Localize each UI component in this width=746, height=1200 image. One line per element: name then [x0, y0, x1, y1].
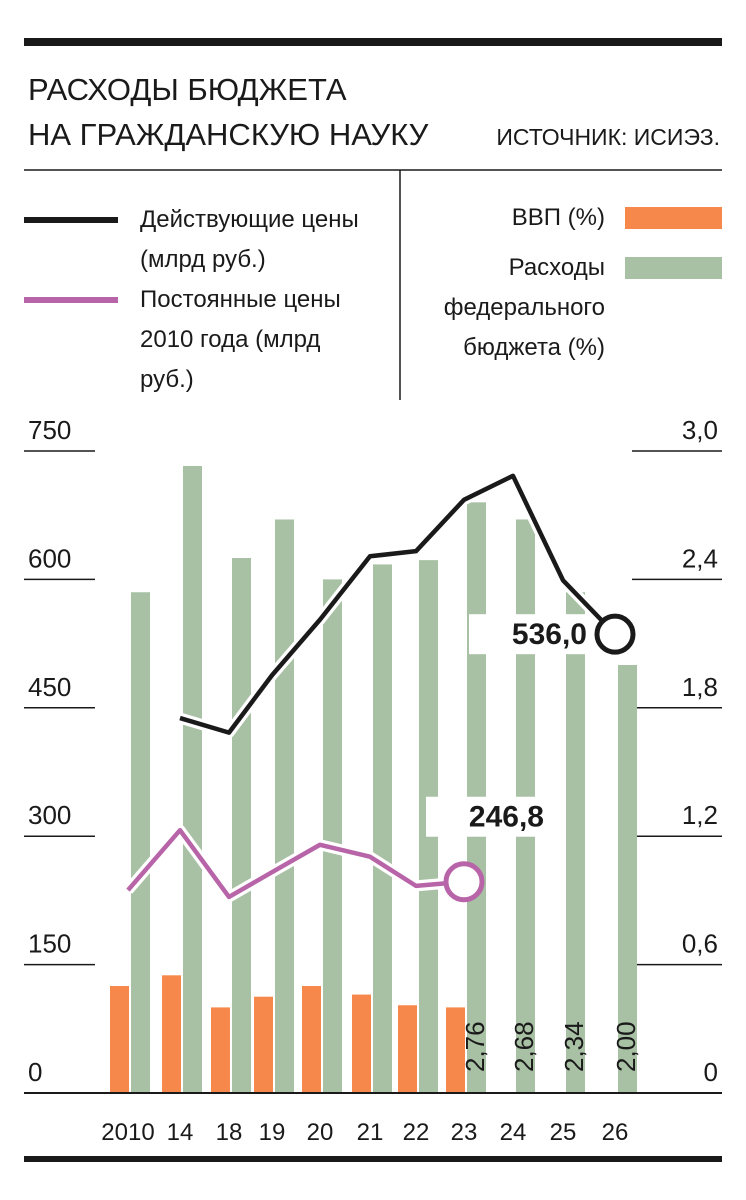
bar — [131, 592, 150, 1093]
value-label: 2,00 — [611, 1021, 641, 1072]
y2-tick-label: 1,2 — [682, 800, 718, 830]
x-tick-label: 20 — [307, 1119, 334, 1146]
y2-tick-label: 3,0 — [682, 415, 718, 445]
bar — [302, 986, 321, 1093]
y2-tick-label: 0,6 — [682, 929, 718, 959]
bar — [275, 519, 294, 1093]
line — [179, 473, 617, 735]
y2-tick-label: 1,8 — [682, 672, 718, 702]
x-tick-label: 22 — [403, 1119, 430, 1146]
end-marker — [594, 613, 636, 655]
x-tick-label: 19 — [259, 1119, 286, 1146]
y-tick-label: 750 — [28, 415, 71, 445]
bar — [254, 996, 273, 1093]
line — [126, 827, 465, 900]
bar — [352, 994, 371, 1093]
y-tick-label: 600 — [28, 543, 71, 573]
bar — [183, 465, 202, 1094]
x-tick-label: 23 — [451, 1119, 478, 1146]
value-label: 2,76 — [460, 1021, 490, 1072]
x-tick-label: 24 — [500, 1119, 527, 1146]
y2-tick-label: 0 — [704, 1057, 718, 1087]
bar — [232, 558, 251, 1093]
top-rule — [24, 38, 722, 46]
y2-tick-label: 2,4 — [682, 543, 718, 573]
label-bg — [426, 796, 548, 837]
chart-title: РАСХОДЫ БЮДЖЕТА — [28, 72, 347, 107]
legend-swatch — [625, 257, 722, 279]
y-tick-label: 450 — [28, 672, 71, 702]
bar — [323, 579, 342, 1093]
chart-title: НА ГРАЖДАНСКУЮ НАУКУ — [28, 117, 429, 152]
x-tick-label: 14 — [167, 1119, 194, 1146]
bottom-rule — [24, 1156, 722, 1162]
label-bg — [469, 614, 591, 655]
bar — [162, 975, 181, 1093]
value-label: 536,0 — [512, 618, 587, 651]
value-label: 2,34 — [559, 1021, 589, 1072]
legend-label: Расходы федерального бюджета (%) — [443, 254, 605, 361]
value-label: 2,68 — [509, 1021, 539, 1072]
bar — [110, 986, 129, 1093]
y-tick-label: 0 — [28, 1057, 42, 1087]
y-tick-label: 300 — [28, 800, 71, 830]
bar — [211, 1007, 230, 1093]
x-tick-label: 26 — [602, 1119, 629, 1146]
legend-label: ВВП (%) — [511, 204, 605, 231]
x-tick-label: 25 — [550, 1119, 577, 1146]
bar — [566, 592, 585, 1093]
x-tick-label: 18 — [216, 1119, 243, 1146]
bar — [618, 665, 637, 1093]
bar — [398, 1005, 417, 1093]
x-tick-label: 2010 — [101, 1119, 154, 1146]
end-marker — [443, 861, 485, 903]
x-tick-label: 21 — [357, 1119, 384, 1146]
value-label: 246,8 — [469, 801, 544, 834]
y-tick-label: 150 — [28, 929, 71, 959]
source: ИСТОЧНИК: ИСИЭЗ. — [496, 124, 720, 150]
legend-label: Действующие цены (млрд руб.) — [140, 206, 359, 273]
bar — [446, 1007, 465, 1093]
legend-swatch — [625, 207, 722, 229]
legend-label: Постоянные цены 2010 года (млрд руб.) — [140, 286, 341, 393]
bar — [373, 564, 392, 1093]
